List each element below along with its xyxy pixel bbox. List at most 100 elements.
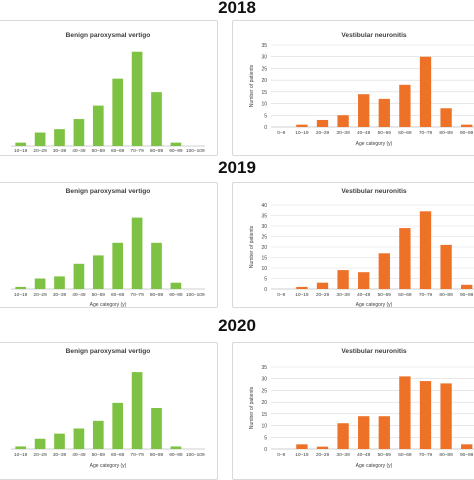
x-tick-label: 40–49 <box>72 148 86 154</box>
bar <box>358 272 370 289</box>
y-tick-label: 30 <box>261 224 267 230</box>
y-tick-label: 10 <box>261 266 267 272</box>
x-tick-label: 60–69 <box>398 292 412 298</box>
y-tick-label: 25 <box>261 388 267 394</box>
x-tick-label: 60–69 <box>398 130 412 136</box>
y-tick-label: 20 <box>261 245 267 251</box>
chart-bpv-2019: Benign paroxysmal vertigo 10–19 20–29 30–39… <box>11 188 205 307</box>
bar <box>440 383 452 449</box>
x-tick-label: 10–19 <box>295 452 309 458</box>
chart-title: Benign paroxysmal vertigo <box>66 32 151 39</box>
x-tick-label: 80–89 <box>439 452 453 458</box>
x-tick-label: 70–79 <box>130 148 144 154</box>
bar <box>131 217 143 289</box>
bar <box>296 124 308 127</box>
bar <box>92 255 104 289</box>
bar <box>170 446 182 449</box>
bar <box>15 446 27 449</box>
y-tick-label: 25 <box>261 66 267 72</box>
x-tick-label: 10–19 <box>295 130 309 136</box>
x-tick-label: 0–9 <box>277 452 285 458</box>
panel-vn-2020: Vestibular neuronitis 0 5 10 15 20 25 30 35 Numbe… <box>232 342 474 480</box>
x-tick-label: 70–79 <box>419 292 433 298</box>
x-tick-label: 100–109 <box>186 148 205 154</box>
x-tick-label: 60–69 <box>111 148 125 154</box>
chart-bpv-2020: Benign paroxysmal vertigo 10–19 20–29 30–39… <box>11 348 205 469</box>
x-tick-label: 20–29 <box>316 452 330 458</box>
bar <box>337 270 349 289</box>
x-tick-label: 30–39 <box>336 292 350 298</box>
y-tick-label: 0 <box>264 447 267 453</box>
bar <box>34 132 46 146</box>
x-tick-label: 90–99 <box>460 452 474 458</box>
x-tick-label: 40–49 <box>357 130 371 136</box>
x-tick-label: 80–89 <box>150 148 164 154</box>
bar <box>296 444 308 449</box>
x-tick-label: 50–59 <box>378 292 392 298</box>
panel-vn-2019: Vestibular neuronitis 0 5 10 15 20 25 30 35 40 Num… <box>232 182 474 308</box>
x-tick-label: 30–39 <box>336 452 350 458</box>
bar <box>378 253 390 289</box>
x-tick-label: 90–99 <box>460 292 474 298</box>
bar <box>131 51 143 146</box>
bar <box>73 119 85 146</box>
x-tick-label: 10–19 <box>14 452 28 458</box>
x-tick-label: 60–69 <box>398 452 412 458</box>
y-tick-label: 20 <box>261 400 267 406</box>
y-tick-label: 10 <box>261 424 267 430</box>
bar <box>440 108 452 127</box>
bar <box>358 94 370 127</box>
x-tick-label: 90–99 <box>169 452 183 458</box>
x-tick-label: 80–89 <box>150 452 164 458</box>
bar <box>378 416 390 449</box>
chart-vn-2019: Vestibular neuronitis 0 5 10 15 20 25 30 35 40 Num… <box>249 188 474 307</box>
x-axis-label: Age category (y) <box>90 302 127 307</box>
bar <box>92 105 104 146</box>
bar <box>151 242 162 289</box>
x-tick-label: 40–49 <box>357 292 371 298</box>
y-tick-label: 0 <box>264 287 267 293</box>
x-axis-label: Age category (y) <box>356 463 393 469</box>
bar <box>170 282 182 289</box>
x-tick-label: 60–69 <box>111 292 125 298</box>
bar <box>419 381 432 449</box>
bar <box>131 372 143 449</box>
x-tick-label: 20–29 <box>33 452 47 458</box>
bar <box>461 444 473 449</box>
x-tick-label: 0–9 <box>277 292 285 298</box>
x-tick-label: 100–109 <box>186 452 205 458</box>
bar <box>170 142 182 146</box>
chart-title: Benign paroxysmal vertigo <box>66 188 151 195</box>
chart-title: Vestibular neuronitis <box>341 32 407 39</box>
x-tick-label: 70–79 <box>130 452 144 458</box>
x-tick-label: 20–29 <box>316 292 330 298</box>
x-tick-label: 70–79 <box>130 292 144 298</box>
x-tick-label: 90–99 <box>169 148 183 154</box>
panel-vn-2018: Vestibular neuronitis 0 5 10 15 20 25 30 35 Numbe… <box>232 20 474 156</box>
panel-bpv-2019: Benign paroxysmal vertigo 10–19 20–29 30–39… <box>0 182 218 308</box>
x-tick-label: 50–59 <box>92 452 106 458</box>
bar <box>316 446 329 449</box>
y-axis-label: Number of patients <box>249 225 255 268</box>
bar <box>151 92 162 146</box>
bar <box>378 98 390 127</box>
chart-title: Vestibular neuronitis <box>341 188 407 195</box>
bar <box>399 84 411 127</box>
y-tick-label: 0 <box>264 125 267 131</box>
y-tick-label: 40 <box>261 203 267 209</box>
chart-vn-2018: Vestibular neuronitis 0 5 10 15 20 25 30 35 Numbe… <box>249 32 474 147</box>
x-tick-label: 30–39 <box>53 148 67 154</box>
x-tick-label: 80–89 <box>439 292 453 298</box>
x-tick-label: 50–59 <box>92 148 106 154</box>
chart-title: Vestibular neuronitis <box>341 348 407 355</box>
x-tick-label: 40–49 <box>72 292 86 298</box>
x-tick-label: 90–99 <box>460 130 474 136</box>
x-tick-label: 20–29 <box>316 130 330 136</box>
bar <box>440 244 452 289</box>
year-heading-2019: 2019 <box>218 158 256 177</box>
bar <box>34 438 46 449</box>
y-tick-label: 10 <box>261 102 267 108</box>
y-axis-label: Number of patients <box>249 64 255 107</box>
y-tick-label: 5 <box>264 113 267 119</box>
x-tick-label: 80–89 <box>439 130 453 136</box>
